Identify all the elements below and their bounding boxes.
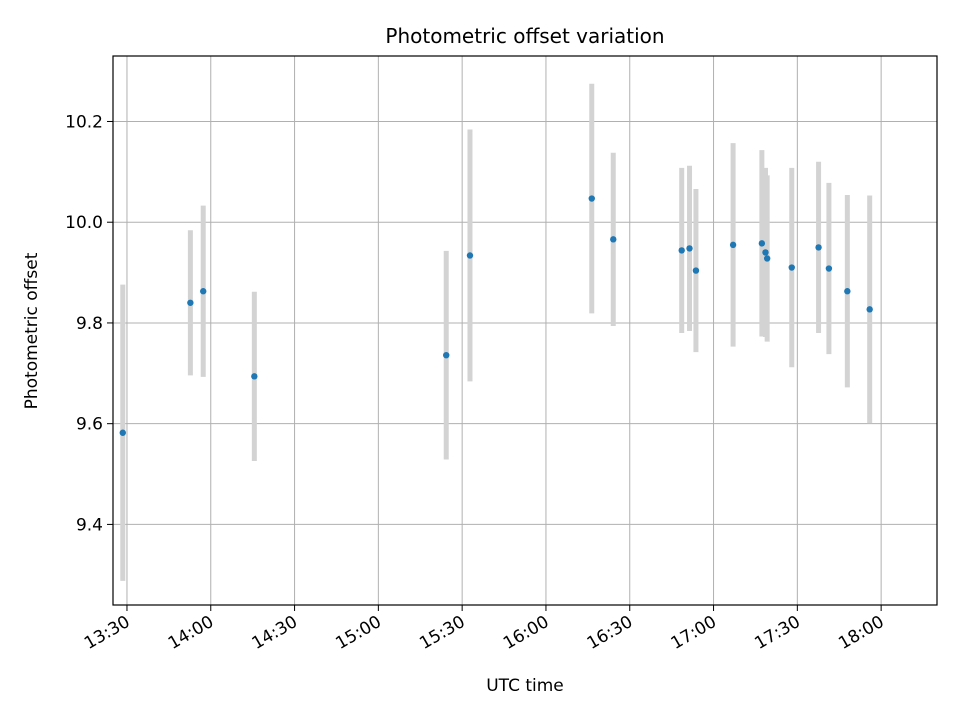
data-point [466, 252, 474, 259]
y-axis-ticks: 9.4 9.6 9.8 10.0 10.2 [65, 112, 113, 535]
data-point [678, 247, 685, 254]
data-point [844, 288, 851, 295]
y-axis-label: Photometric offset [22, 252, 42, 409]
y-tick-label: 10.2 [65, 112, 103, 132]
data-point [762, 249, 769, 256]
data-point [692, 267, 700, 274]
data-point [866, 306, 873, 313]
y-tick-label: 9.6 [76, 415, 103, 435]
grid [113, 56, 937, 605]
data-point [443, 351, 450, 359]
plot-frame [112, 55, 938, 606]
data-point [825, 265, 833, 272]
data-points [119, 195, 873, 436]
y-tick-label: 9.8 [76, 314, 103, 334]
data-point [251, 373, 258, 380]
y-tick-label: 10.0 [65, 213, 103, 233]
data-point [200, 288, 207, 295]
data-point [119, 429, 126, 436]
data-point [610, 236, 617, 243]
data-point [758, 240, 766, 247]
data-point [588, 195, 595, 202]
data-point [686, 245, 693, 252]
y-tick-label: 9.4 [76, 515, 103, 535]
chart-title: Photometric offset variation [385, 24, 664, 48]
data-point [187, 299, 194, 306]
data-point [815, 244, 822, 251]
x-axis-label: UTC time [486, 676, 564, 696]
data-point [763, 255, 771, 262]
data-point [788, 264, 795, 271]
data-point [729, 241, 737, 249]
